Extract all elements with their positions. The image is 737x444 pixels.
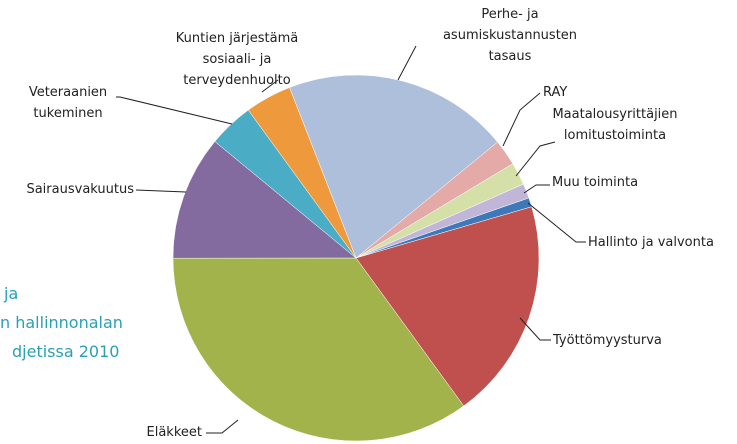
pie-slice bbox=[289, 74, 498, 259]
leader-line bbox=[519, 317, 551, 341]
leader-line bbox=[527, 202, 586, 243]
side-text: n hallinnonalan bbox=[0, 313, 123, 332]
slice-label: Työttömyysturva bbox=[553, 333, 662, 348]
leader-line bbox=[261, 79, 279, 93]
slice-label: Sairausvakuutus bbox=[26, 182, 134, 197]
leader-line bbox=[206, 419, 239, 434]
pie-slice bbox=[172, 141, 357, 259]
slice-label: Muu toiminta bbox=[552, 175, 639, 190]
leader-line bbox=[135, 189, 187, 193]
leader-line bbox=[515, 141, 556, 177]
slice-label: Maatalousyrittäjien lomitustoiminta bbox=[552, 107, 678, 143]
leader-line bbox=[116, 96, 233, 125]
slice-label: Kuntien järjestämä sosiaali- ja terveyde… bbox=[175, 31, 299, 88]
leader-line bbox=[397, 45, 417, 81]
pie-slice bbox=[355, 206, 540, 407]
slice-label: Perhe- ja asumiskustannusten tasaus bbox=[442, 7, 578, 64]
side-text: djetissa 2010 bbox=[12, 342, 120, 361]
leader-line bbox=[502, 92, 541, 147]
pie-slice bbox=[172, 257, 465, 442]
slice-label: RAY bbox=[543, 85, 568, 100]
slice-label: Eläkkeet bbox=[146, 425, 202, 440]
side-text: ja bbox=[4, 284, 19, 303]
slice-label: Hallinto ja valvonta bbox=[588, 235, 714, 250]
pie-slice bbox=[247, 87, 357, 259]
leader-line bbox=[523, 184, 550, 194]
slice-label: Veteraanien tukeminen bbox=[28, 85, 108, 121]
